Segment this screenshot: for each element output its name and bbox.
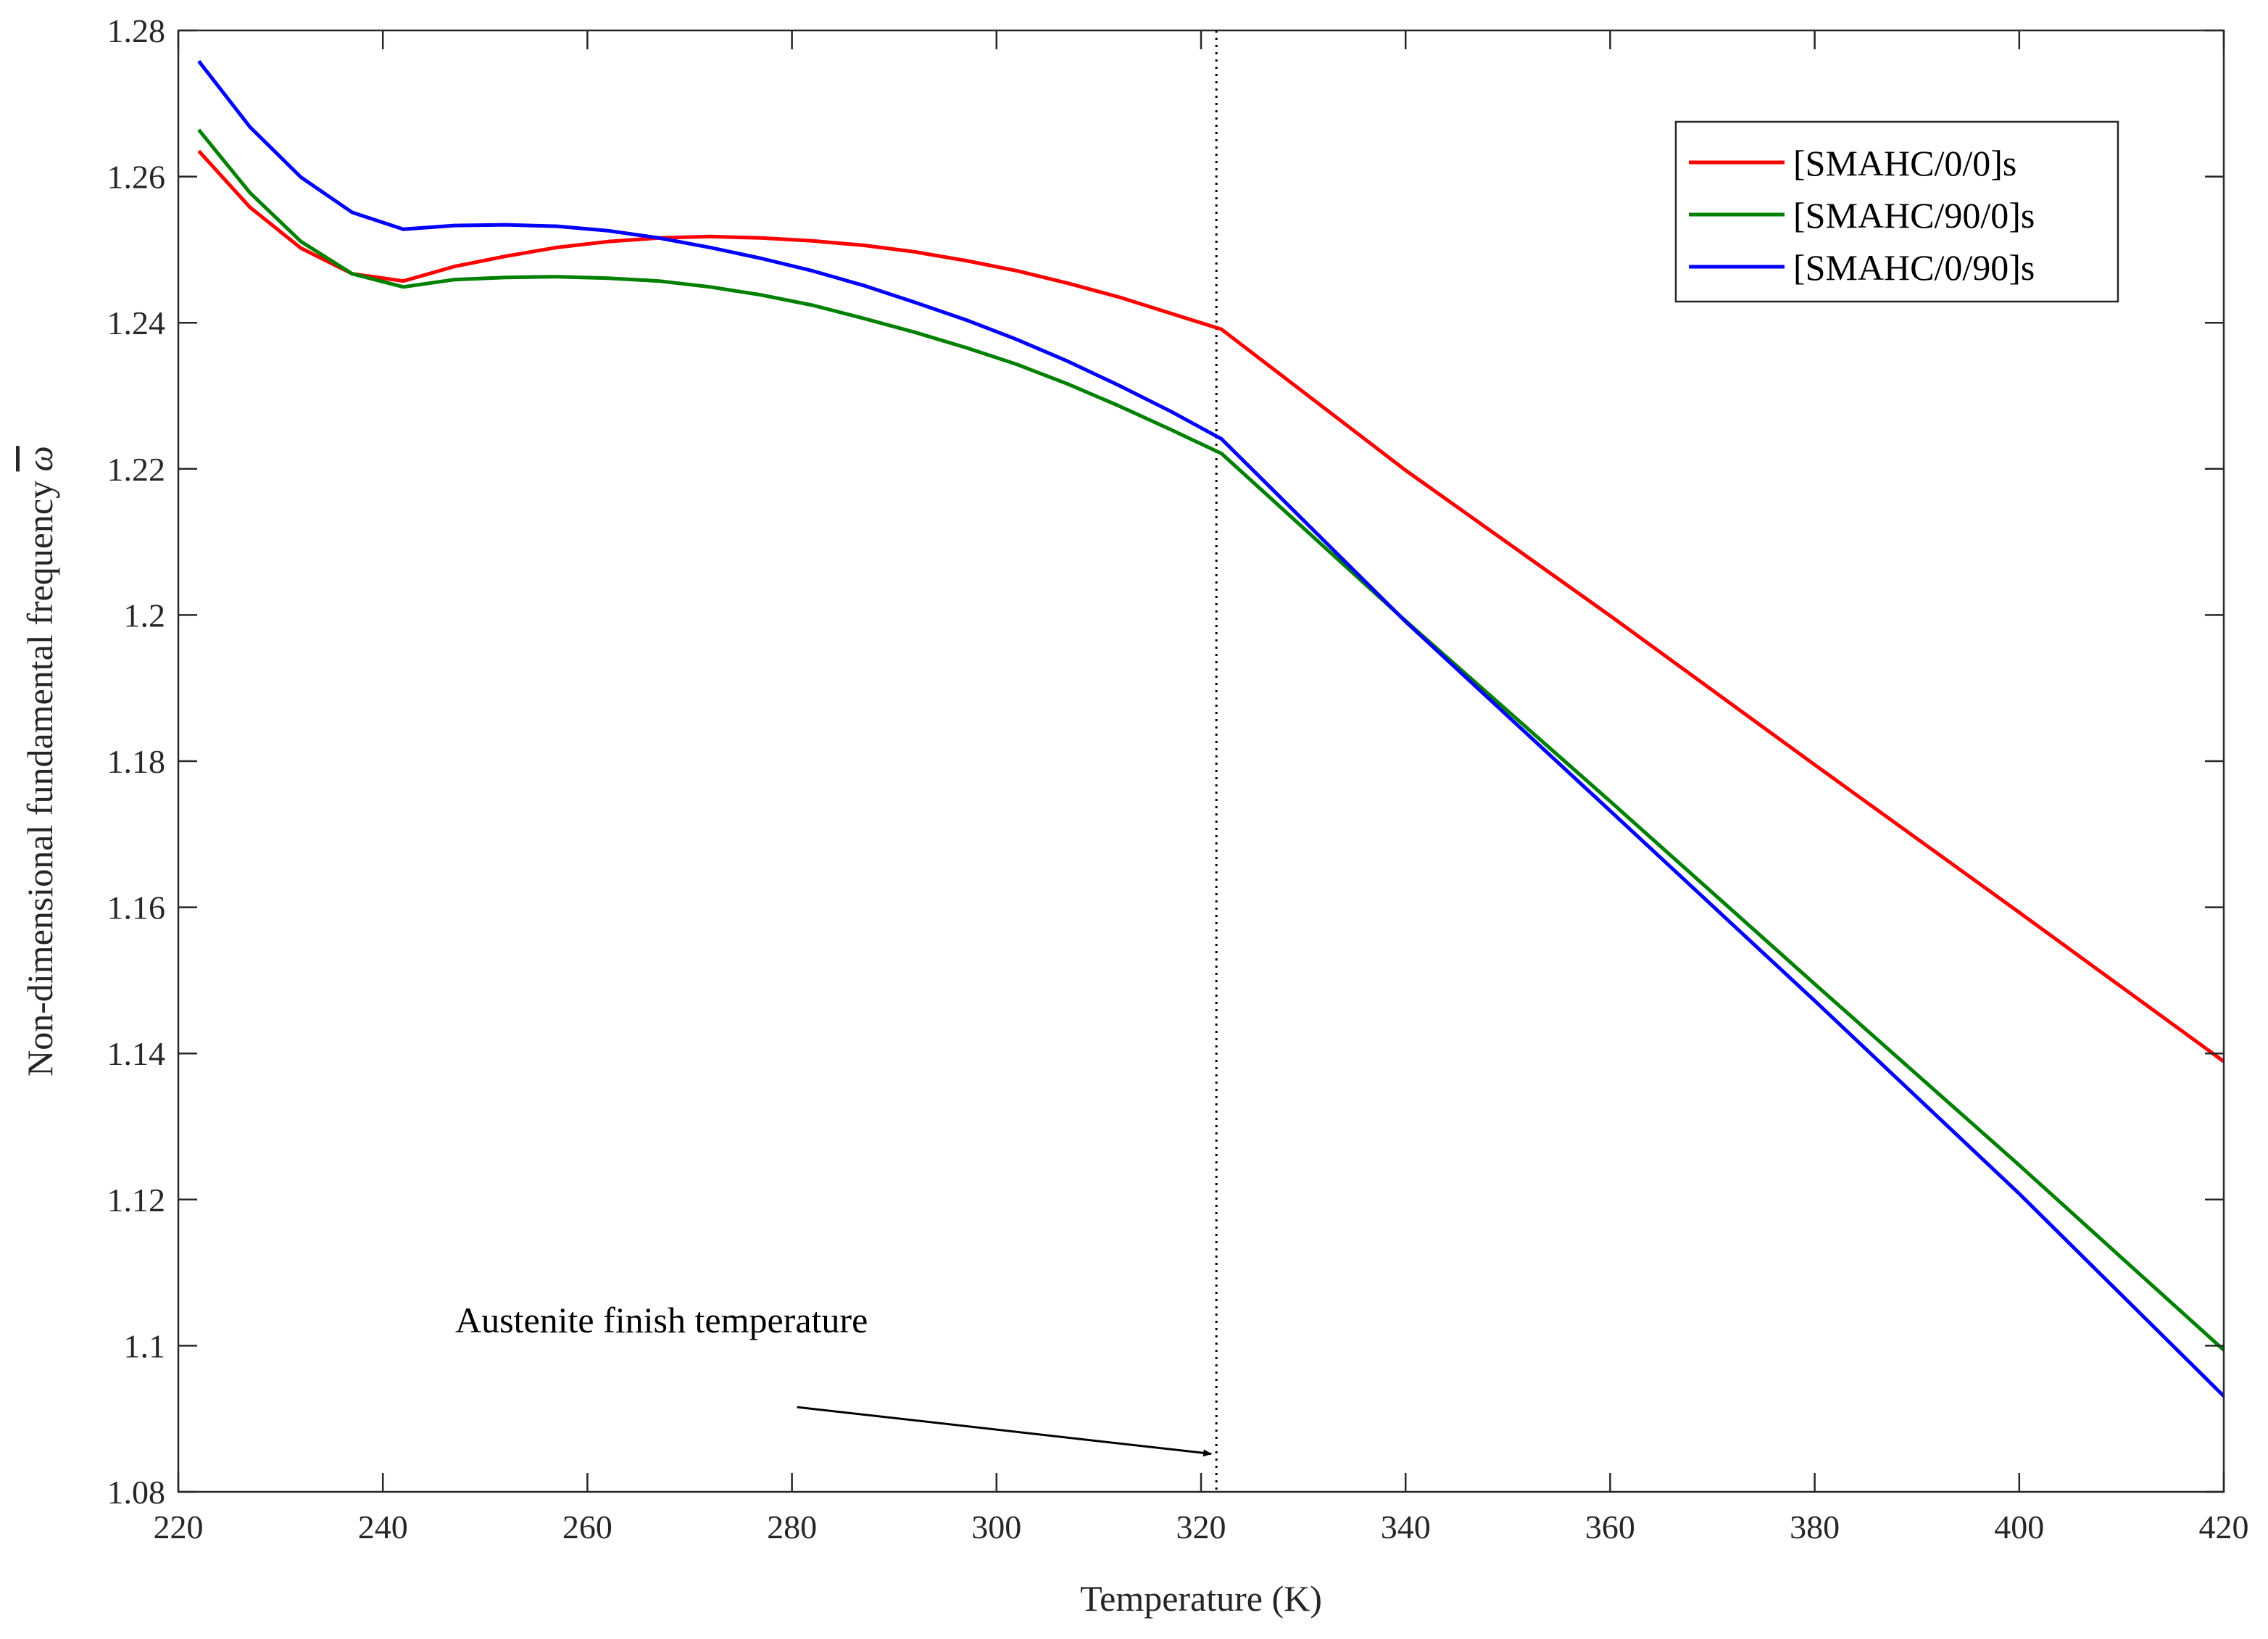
series-line-3 xyxy=(197,59,2225,1398)
y-tick-label: 1.2 xyxy=(124,597,166,634)
y-tick-label: 1.08 xyxy=(107,1474,166,1511)
y-tick-label: 1.12 xyxy=(107,1182,166,1219)
x-tick-label: 360 xyxy=(1585,1509,1635,1545)
tick-layer: 220 240 260 280 300 320 340 360 380 400 420 1.08 1.1… xyxy=(107,12,2249,1545)
annotation-text: Austenite finish temperature xyxy=(455,1300,868,1340)
omega-bar-symbol: ω xyxy=(20,446,60,471)
annotation-layer: Austenite finish temperature xyxy=(455,1300,1213,1457)
series-layer xyxy=(197,59,2225,1398)
legend: [SMAHC/0/0]s [SMAHC/90/0]s [SMAHC/0/90]s xyxy=(1674,120,2119,303)
x-tick-label: 400 xyxy=(1994,1509,2044,1545)
legend-label-1: [SMAHC/0/0]s xyxy=(1793,143,2016,183)
y-axis-title-text: Non-dimensional fundamental frequency xyxy=(20,481,60,1076)
y-tick-label: 1.28 xyxy=(107,12,166,49)
x-tick-label: 300 xyxy=(971,1509,1021,1545)
x-tick-label: 320 xyxy=(1176,1509,1226,1545)
y-tick-label: 1.26 xyxy=(107,159,166,196)
x-tick-label: 260 xyxy=(562,1509,612,1545)
y-tick-label: 1.24 xyxy=(107,304,166,341)
x-tick-label: 340 xyxy=(1381,1509,1431,1545)
x-tick-label: 220 xyxy=(154,1509,204,1545)
series-line-1 xyxy=(197,149,2225,1063)
annotation-arrow xyxy=(797,1406,1213,1457)
y-tick-label: 1.1 xyxy=(124,1327,166,1364)
legend-label-3: [SMAHC/0/90]s xyxy=(1793,247,2035,288)
y-tick-label: 1.16 xyxy=(107,889,166,926)
y-axis-title-group: Non-dimensional fundamental frequency ω xyxy=(20,446,60,1076)
y-axis-title: Non-dimensional fundamental frequency ω xyxy=(20,446,60,1076)
y-tick-label: 1.22 xyxy=(107,451,166,488)
x-axis-title: Temperature (K) xyxy=(1080,1578,1322,1619)
legend-label-2: [SMAHC/90/0]s xyxy=(1793,195,2035,236)
y-tick-label: 1.14 xyxy=(107,1035,166,1072)
legend-box xyxy=(1674,120,2119,303)
x-tick-label: 380 xyxy=(1790,1509,1840,1545)
x-tick-label: 420 xyxy=(2199,1509,2249,1545)
y-tick-label: 1.18 xyxy=(107,743,166,780)
x-tick-label: 280 xyxy=(767,1509,817,1545)
x-tick-label: 240 xyxy=(358,1509,408,1545)
